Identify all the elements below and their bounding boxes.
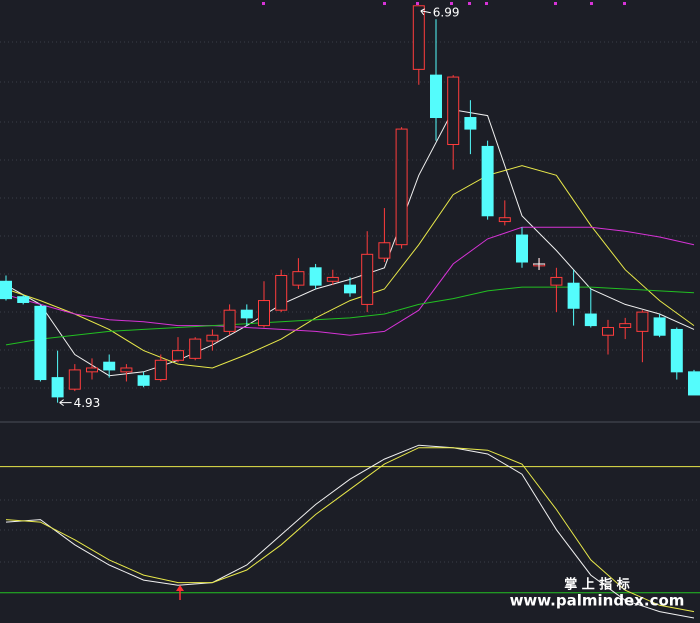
candle-body xyxy=(189,338,202,359)
arrow-head xyxy=(176,585,184,591)
dot xyxy=(383,2,386,5)
candle-body xyxy=(481,145,494,217)
ma-line xyxy=(5,226,695,336)
watermark-url: www.palmindex.com xyxy=(510,592,685,610)
candle-body xyxy=(688,371,700,396)
watermark-title: 掌 上 指 标 xyxy=(564,577,630,593)
candle-body xyxy=(206,334,219,342)
low-label: 4.93 xyxy=(74,396,101,410)
dot xyxy=(623,2,626,5)
candle-body xyxy=(464,117,477,130)
candle-body xyxy=(412,5,425,70)
candle-body xyxy=(154,359,167,381)
candle-body xyxy=(567,282,580,309)
top-dots xyxy=(262,2,626,5)
dot xyxy=(554,2,557,5)
annotation-arrow xyxy=(420,8,431,16)
candle-body xyxy=(619,323,632,329)
ma-line xyxy=(5,109,695,377)
candle-body xyxy=(670,328,683,373)
indicator-line xyxy=(5,447,695,613)
dot xyxy=(450,2,453,5)
candle-body xyxy=(86,367,98,373)
dot xyxy=(485,2,488,5)
candle-body xyxy=(602,327,614,336)
candle-body xyxy=(395,128,408,246)
candle-body xyxy=(172,350,184,361)
candle-body xyxy=(223,309,236,332)
candle-body xyxy=(68,369,81,390)
candle-body xyxy=(51,377,64,398)
candle-body xyxy=(240,309,253,319)
dot xyxy=(262,2,265,5)
candle-body xyxy=(430,74,442,119)
candle-body xyxy=(344,284,356,294)
candle-body xyxy=(309,267,322,286)
candle-body xyxy=(258,300,270,327)
dot xyxy=(590,2,593,5)
high-label: 6.99 xyxy=(433,5,460,19)
dot xyxy=(468,2,471,5)
candle-body xyxy=(447,76,460,145)
candle-body xyxy=(516,234,528,263)
candle-body xyxy=(292,271,305,286)
ma-line xyxy=(5,165,695,369)
candle-body xyxy=(103,361,116,371)
candle-body xyxy=(378,242,391,259)
candle-body xyxy=(275,275,288,311)
candle-body xyxy=(636,311,649,332)
cursor xyxy=(533,258,545,270)
candle-body xyxy=(0,280,12,300)
candle-body xyxy=(550,276,563,286)
candle-body xyxy=(498,217,511,223)
candle-body xyxy=(137,375,150,386)
candle-body xyxy=(120,367,133,373)
candle-body xyxy=(326,276,339,282)
annotation-arrow xyxy=(59,399,72,407)
signal-arrow xyxy=(176,585,184,600)
dot xyxy=(416,2,419,5)
candle-body xyxy=(361,253,374,305)
indicator-line xyxy=(5,444,695,619)
candle-body xyxy=(17,296,30,303)
plot: 6.99 4.93 xyxy=(0,5,700,619)
price-grid xyxy=(0,41,700,563)
candle-body xyxy=(584,313,597,327)
candle-body xyxy=(653,317,666,336)
candle-body xyxy=(34,305,47,381)
